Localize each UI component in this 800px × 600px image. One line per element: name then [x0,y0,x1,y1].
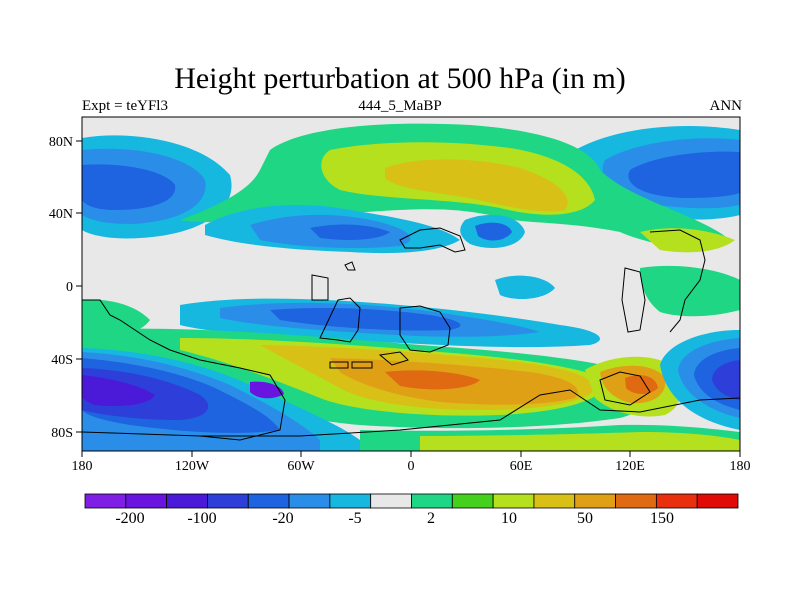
lon-label: 60E [510,459,533,474]
contour-fill [310,224,390,240]
colorbar-swatch [329,493,372,509]
lat-label: 40S [51,353,73,368]
contour-fill [82,375,155,407]
colorbar-swatch [288,493,331,509]
contour-fill [712,360,740,400]
colorbar-label: 10 [501,510,517,527]
contour-fill [628,151,740,198]
lon-label: 120E [615,459,645,474]
lat-label: 40N [49,207,73,222]
colorbar-label: -200 [115,510,144,527]
colorbar-swatch [411,493,453,509]
contour-fill [270,307,461,331]
colorbar-label: -20 [272,510,293,527]
colorbar-swatch [247,493,290,509]
colorbar-swatch [207,493,249,509]
lat-label: 0 [66,280,73,295]
colorbar-swatch [696,493,739,509]
period-label: 444_5_MaBP [358,98,442,114]
colorbar-swatch [492,493,535,509]
contour-fill [420,432,740,451]
plot-title: Height perturbation at 500 hPa (in m) [174,62,626,95]
lon-label: 60W [287,459,315,474]
colorbar-label: -100 [187,510,216,527]
lon-label: 120W [175,459,210,474]
lon-axis: 180 120W 60W 0 60E 120E 180 [72,451,751,474]
colorbar-label: 50 [577,510,593,527]
contour-fill [625,375,658,394]
colorbar-swatch [84,493,127,509]
lat-label: 80S [51,426,73,441]
season-label: ANN [709,98,743,114]
contour-fill [640,265,740,317]
colorbar-swatch [451,493,494,509]
contour-fill [385,159,568,212]
colorbar-swatch [370,493,412,509]
colorbar-swatch [615,493,657,509]
map-panel [82,117,740,451]
coastline-overlay [82,227,740,441]
lon-label: 0 [408,459,415,474]
lat-axis: 80N 40N 0 40S 80S [49,135,82,441]
contour-fill [495,275,555,300]
contour-fill [385,370,480,390]
colorbar-label: 2 [427,510,435,527]
colorbar-label: 150 [650,510,674,527]
experiment-label: Expt = teYFl3 [82,98,168,114]
colorbar-swatch [125,493,168,509]
colorbar-swatch [655,493,698,509]
colorbar-swatch [574,493,616,509]
lon-label: 180 [72,459,93,474]
colorbar-swatch [166,493,208,509]
contour-fill [82,164,176,210]
contour-fill [475,222,512,241]
colorbar-label: -5 [348,510,361,527]
lat-label: 80N [49,135,73,150]
contour-fill [640,228,735,253]
colorbar [84,493,739,509]
lon-label: 180 [730,459,751,474]
colorbar-swatch [533,493,576,509]
contour-fill [250,381,284,399]
colorbar-labels: -200 -100 -20 -5 2 10 50 150 [115,510,674,527]
